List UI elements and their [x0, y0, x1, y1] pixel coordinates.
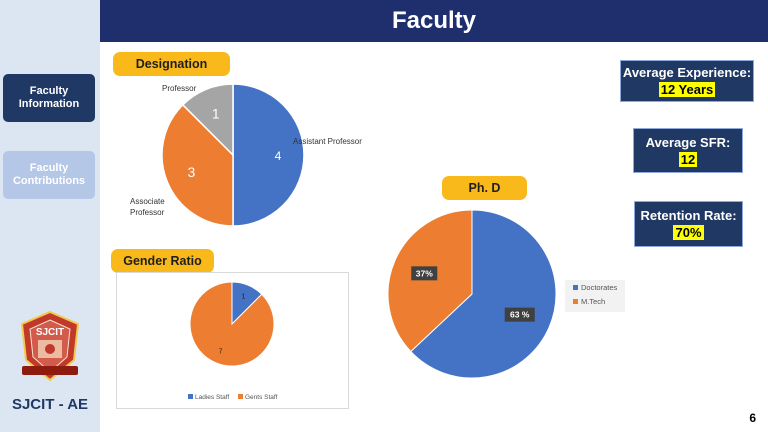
phd-data-label: 37%: [416, 268, 433, 278]
average-experience-card: Average Experience: 12 Years: [620, 60, 754, 102]
pie-slice-professor: [181, 83, 234, 157]
designation-data-label: 1: [212, 105, 220, 121]
stat-value: 12 Years: [658, 82, 716, 97]
legend-swatch: [573, 299, 578, 304]
pie-slice-associate-professor: [161, 103, 234, 227]
average-sfr-card: Average SFR: 12: [633, 128, 743, 173]
brand-name: SJCIT - AE: [11, 396, 89, 413]
pie-slice-m-tech: [387, 209, 473, 353]
page-title: Faculty: [100, 0, 768, 42]
page-number: 6: [749, 411, 756, 425]
pie-slice-doctorates: [410, 209, 557, 379]
designation-category-label: Assistant Professor: [293, 137, 362, 146]
phd-data-label: 63 %: [510, 310, 530, 320]
stat-value: 70%: [673, 225, 704, 240]
logo-text: SJCIT: [36, 327, 64, 338]
legend-label-doctorates: Doctorates: [581, 283, 618, 292]
category-line: Associate: [130, 197, 167, 206]
legend-swatch: [238, 394, 243, 399]
legend-swatch: [188, 394, 193, 399]
stat-label: Average SFR:: [645, 134, 731, 150]
phd-data-label-group: 63 %: [504, 307, 535, 322]
legend-label-ladies: Ladies Staff: [195, 394, 229, 401]
sidebar-item-faculty-contributions[interactable]: Faculty Contributions: [3, 151, 95, 199]
retention-rate-card: Retention Rate: 70%: [634, 201, 743, 247]
phd-title: Ph. D: [442, 176, 527, 200]
gender-chart: 1 7 Ladies Staff Gents Staff: [188, 281, 278, 401]
stat-label: Average Experience:: [622, 65, 752, 80]
phd-data-label-group: 37%: [411, 266, 438, 281]
legend-label-mtech: M.Tech: [581, 297, 605, 306]
legend-swatch: [573, 285, 578, 290]
pie-slice-gents-staff: [189, 281, 275, 367]
legend-label-gents: Gents Staff: [245, 394, 278, 401]
stat-label: Retention Rate:: [640, 208, 737, 223]
designation-data-label: 4: [275, 149, 282, 163]
sidebar: Faculty Information Faculty Contribution…: [0, 0, 100, 432]
designation-chart: 4 3 1 Professor Assistant Professor Asso…: [130, 83, 362, 227]
designation-category-label: Professor: [162, 84, 197, 93]
gender-data-label: 7: [219, 349, 223, 356]
pie-slice-assistant-professor: [232, 83, 305, 227]
gender-data-label: 1: [242, 293, 246, 300]
designation-title: Designation: [113, 52, 230, 76]
sidebar-item-faculty-information[interactable]: Faculty Information: [3, 74, 95, 122]
phd-chart: 63 % 37% Doctorates M.Tech: [387, 209, 625, 379]
data-label-box: [411, 266, 438, 281]
college-logo: SJCIT: [20, 310, 80, 382]
sidebar-item-label: Faculty Contributions: [12, 162, 86, 187]
data-label-box: [504, 307, 535, 322]
designation-data-label: 3: [188, 164, 196, 180]
gender-ratio-title: Gender Ratio: [111, 249, 214, 273]
stat-value: 12: [678, 151, 698, 167]
category-line: Professor: [130, 208, 165, 217]
designation-category-label: Associate Professor: [130, 197, 167, 217]
sidebar-item-label: Faculty Information: [18, 85, 80, 110]
